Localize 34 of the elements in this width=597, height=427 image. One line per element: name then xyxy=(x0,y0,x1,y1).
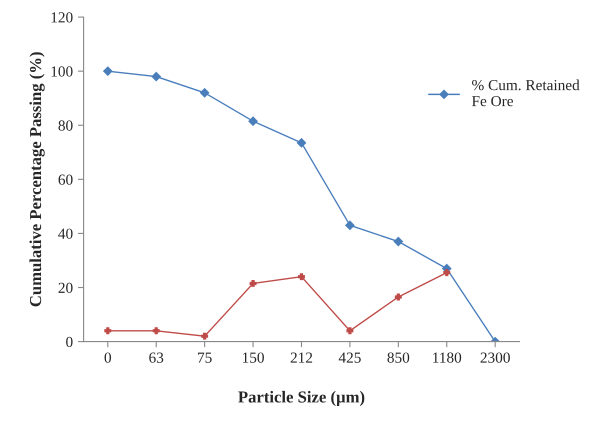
x-tick-label: 150 xyxy=(242,352,264,363)
point xyxy=(394,294,402,300)
point xyxy=(152,72,161,82)
point xyxy=(103,66,112,76)
x-axis-title: Particle Size (µm) xyxy=(238,390,364,406)
point xyxy=(250,280,257,287)
point xyxy=(443,269,450,276)
point xyxy=(201,332,208,340)
x-tick-label: 850 xyxy=(387,352,410,363)
x-tick-label: 425 xyxy=(338,352,361,363)
point xyxy=(345,220,355,230)
y-tick-label: 100 xyxy=(52,66,73,77)
point xyxy=(104,327,112,334)
y-axis-title: Cumulative Percentage Passing (%) xyxy=(29,52,45,306)
x-tick-label: 0 xyxy=(104,352,112,363)
y-tick-label: 0 xyxy=(66,336,73,348)
legend-label: % Cum. Retained Fe Ore xyxy=(472,80,580,106)
point xyxy=(248,116,258,126)
point xyxy=(296,138,306,148)
x-tick-label: 63 xyxy=(149,352,164,363)
x-tick-label: 1180 xyxy=(433,352,462,363)
x-tick-label: 2300 xyxy=(480,352,510,363)
y-tick-label: 20 xyxy=(58,282,73,293)
x-tick-label: 212 xyxy=(290,352,312,363)
y-tick-label: 120 xyxy=(52,12,73,23)
point xyxy=(152,327,160,334)
point xyxy=(394,236,403,246)
point xyxy=(200,88,210,98)
point xyxy=(346,327,354,334)
y-tick-label: 60 xyxy=(58,174,73,185)
x-tick-label: 75 xyxy=(198,352,212,363)
y-tick-label: 80 xyxy=(58,120,73,131)
y-tick-label: 40 xyxy=(58,228,73,239)
point xyxy=(298,273,305,280)
